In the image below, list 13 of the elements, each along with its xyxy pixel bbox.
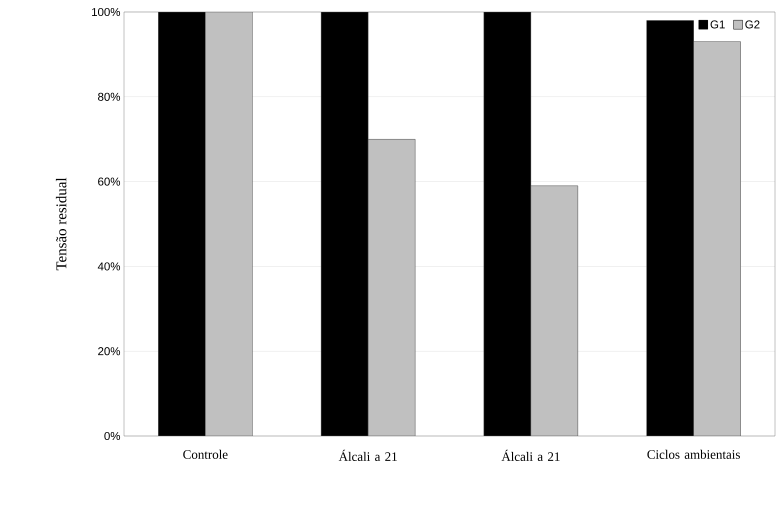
legend-label: G2 — [745, 20, 760, 29]
x-tick-label: Ciclos ambientais — [647, 450, 740, 459]
y-axis-title: Tensão residual — [56, 178, 66, 270]
y-tick-label: 60% — [98, 178, 120, 186]
y-tick-label: 100% — [92, 8, 120, 16]
x-tick-label: Álcali a 21 — [338, 450, 397, 461]
x-tick-label: Álcali a 21 — [502, 450, 560, 461]
legend-label: G1 — [710, 20, 725, 29]
x-tick-label: Controle — [183, 450, 228, 459]
y-tick-label: 0% — [104, 432, 120, 440]
y-tick-label: 80% — [98, 92, 120, 101]
y-tick-label: 40% — [98, 262, 120, 270]
y-tick-label: 20% — [98, 347, 120, 356]
